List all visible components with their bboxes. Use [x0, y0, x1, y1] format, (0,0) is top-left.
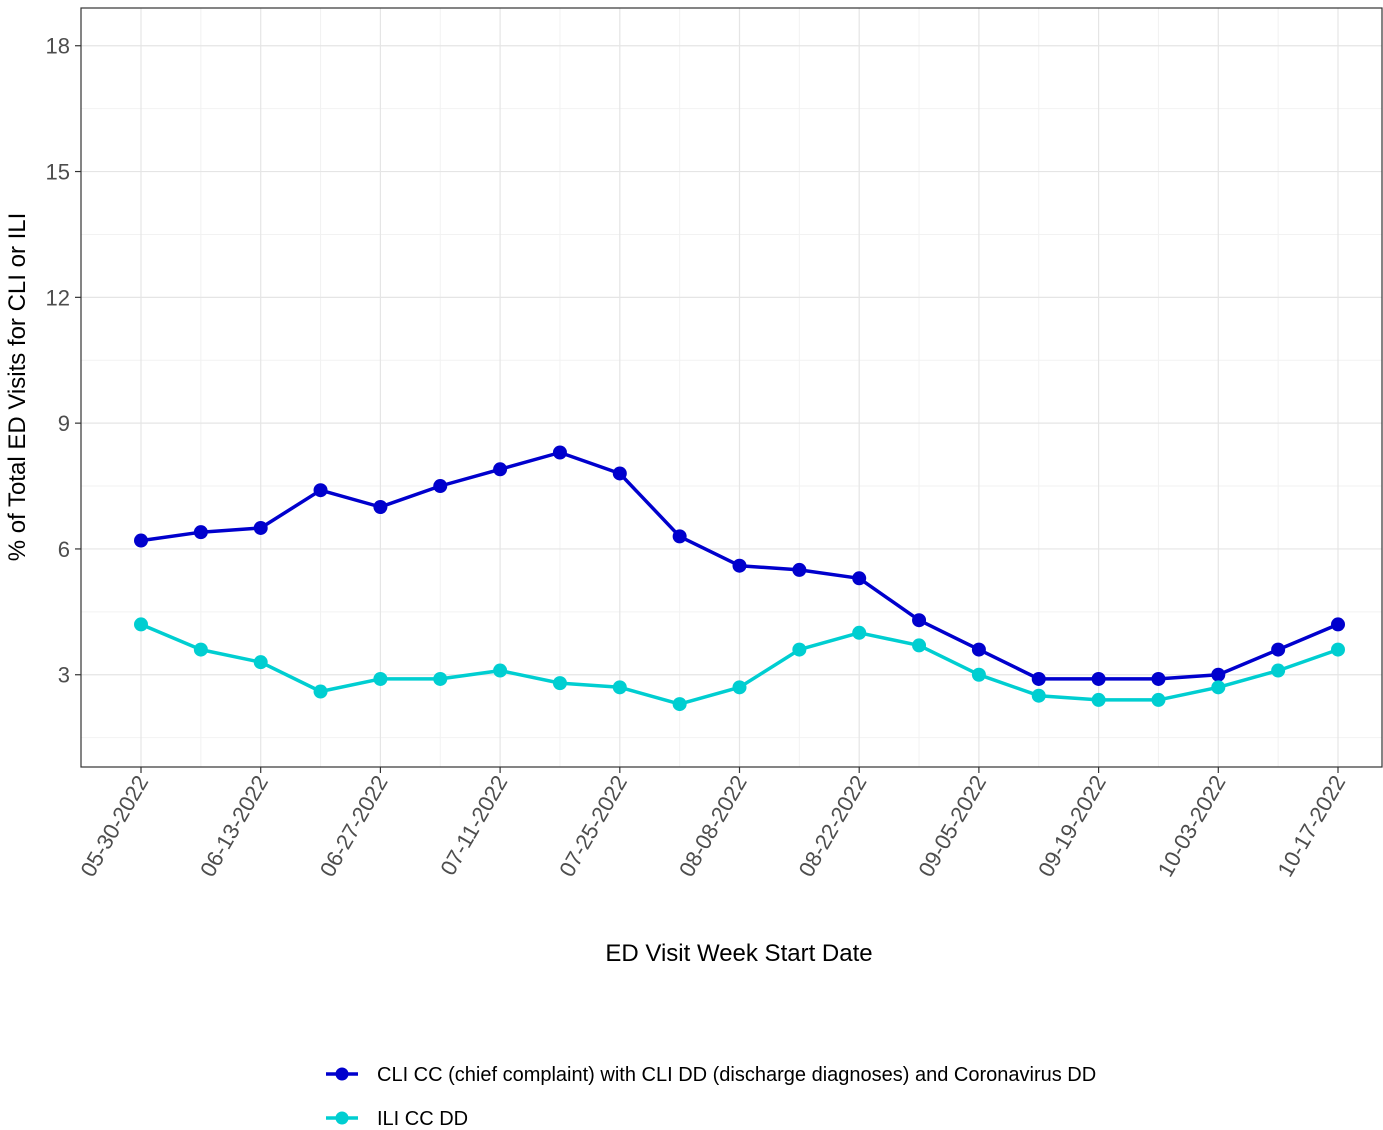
- data-point-cli: [732, 558, 747, 573]
- data-point-ili: [971, 667, 986, 682]
- data-point-ili: [253, 655, 268, 670]
- legend-swatch-cli-marker: [335, 1067, 349, 1081]
- x-tick-label: 10-03-2022: [1153, 771, 1231, 881]
- data-point-cli: [971, 642, 986, 657]
- y-tick-label: 12: [46, 285, 70, 310]
- data-point-ili: [1271, 663, 1286, 678]
- x-tick-label: 06-13-2022: [195, 771, 273, 881]
- data-point-ili: [1211, 680, 1226, 695]
- y-tick-label: 9: [58, 411, 70, 436]
- data-point-cli: [612, 466, 627, 481]
- data-point-cli: [313, 483, 328, 498]
- data-point-cli: [433, 479, 448, 494]
- data-point-ili: [134, 617, 148, 632]
- legend-label-ili: ILI CC DD: [377, 1108, 468, 1130]
- data-point-ili: [313, 684, 328, 699]
- data-point-ili: [852, 625, 867, 640]
- data-point-cli: [493, 462, 508, 477]
- x-tick-label: 07-11-2022: [435, 771, 512, 880]
- data-point-ili: [1091, 692, 1106, 707]
- gridlines: [81, 8, 1382, 767]
- data-point-ili: [493, 663, 508, 678]
- legend-label-cli: CLI CC (chief complaint) with CLI DD (di…: [377, 1064, 1096, 1086]
- legend-item-ili: ILI CC DD: [326, 1108, 468, 1130]
- data-point-ili: [1151, 692, 1166, 707]
- y-tick-label: 15: [46, 160, 70, 185]
- data-point-ili: [912, 638, 927, 653]
- data-point-cli: [1331, 617, 1345, 632]
- plot-background: [81, 8, 1382, 767]
- data-point-ili: [552, 676, 567, 691]
- data-point-ili: [792, 642, 807, 657]
- data-point-cli: [253, 520, 268, 535]
- data-point-cli: [1091, 671, 1106, 686]
- data-point-ili: [193, 642, 208, 657]
- data-point-cli: [134, 533, 148, 548]
- x-axis-title: ED Visit Week Start Date: [605, 940, 872, 967]
- data-point-cli: [672, 529, 687, 544]
- x-tick-label: 06-27-2022: [315, 771, 393, 881]
- plot-panel-border: [80, 7, 1383, 768]
- x-tick-label: 05-30-2022: [75, 771, 153, 881]
- data-point-ili: [1331, 642, 1345, 657]
- data-point-ili: [672, 697, 687, 712]
- x-tick-label: 09-05-2022: [913, 771, 991, 881]
- x-tick-label: 09-19-2022: [1033, 771, 1111, 881]
- y-tick-label: 3: [58, 663, 70, 688]
- data-point-cli: [373, 500, 388, 515]
- data-point-cli: [1031, 671, 1046, 686]
- x-tick-label: 10-17-2022: [1272, 771, 1350, 881]
- x-tick-label: 08-22-2022: [794, 771, 872, 881]
- data-point-ili: [433, 671, 448, 686]
- data-point-cli: [193, 525, 208, 540]
- data-point-cli: [1211, 667, 1226, 682]
- data-point-cli: [552, 445, 567, 460]
- x-tick-label: 08-08-2022: [674, 771, 752, 881]
- legend: CLI CC (chief complaint) with CLI DD (di…: [326, 1064, 1096, 1130]
- legend-swatch-ili-marker: [335, 1111, 349, 1125]
- legend-item-cli: CLI CC (chief complaint) with CLI DD (di…: [326, 1064, 1096, 1086]
- data-point-ili: [612, 680, 627, 695]
- x-tick-label: 07-25-2022: [554, 771, 632, 881]
- y-tick-label: 18: [46, 34, 70, 59]
- data-point-cli: [852, 571, 867, 586]
- data-point-cli: [792, 562, 807, 577]
- y-tick-label: 6: [58, 537, 70, 562]
- data-point-cli: [912, 613, 927, 628]
- y-axis-title: % of Total ED Visits for CLI or ILI: [4, 213, 31, 562]
- series-layer: [134, 445, 1345, 712]
- data-point-ili: [732, 680, 747, 695]
- data-point-ili: [1031, 688, 1046, 703]
- data-point-cli: [1151, 671, 1166, 686]
- data-point-cli: [1271, 642, 1286, 657]
- data-point-ili: [373, 671, 388, 686]
